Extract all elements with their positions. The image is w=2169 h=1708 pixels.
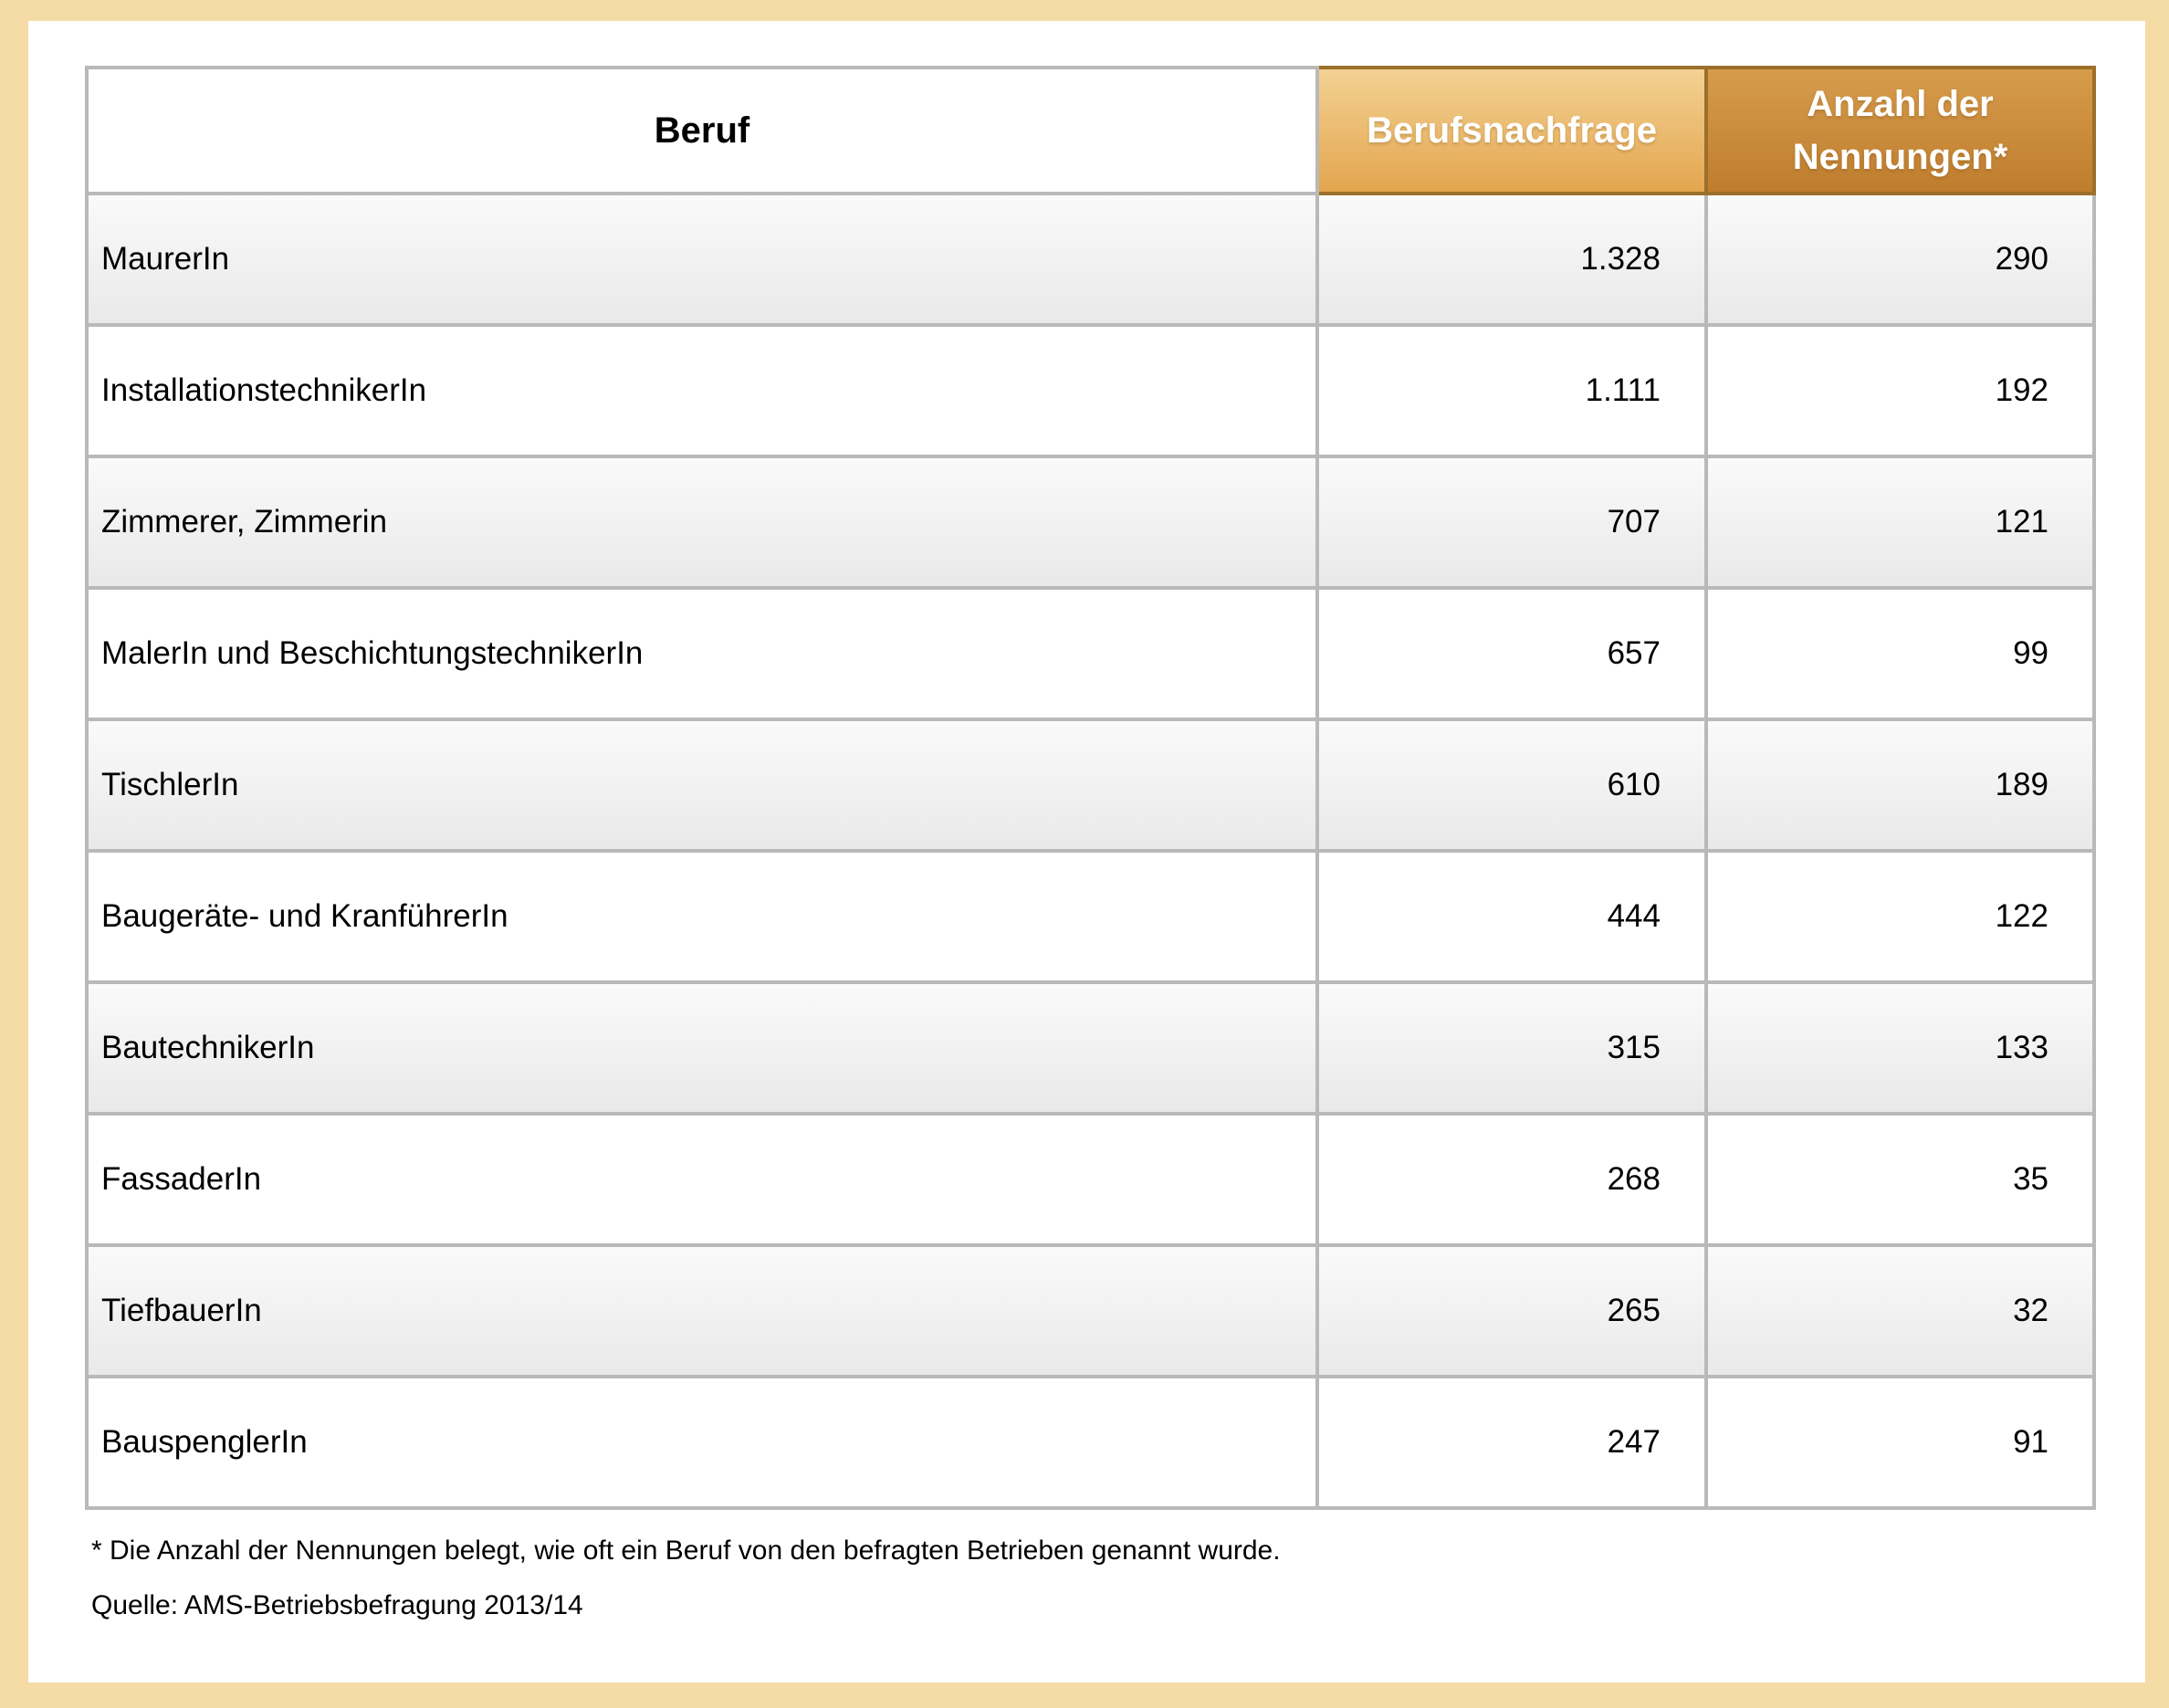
table-header: Beruf Berufsnachfrage Anzahl der Nennung…: [85, 66, 2096, 195]
footnote-text: * Die Anzahl der Nennungen belegt, wie o…: [91, 1535, 1281, 1566]
beruf-cell: MalerIn und BeschichtungstechnikerIn: [85, 586, 1319, 721]
nennungen-cell: 133: [1704, 980, 2096, 1116]
beruf-cell: InstallationstechnikerIn: [85, 323, 1319, 458]
nennungen-cell: 189: [1704, 718, 2096, 853]
berufsnachfrage-cell: 1.111: [1315, 323, 1708, 458]
berufsnachfrage-cell: 444: [1315, 849, 1708, 984]
table-row: TischlerIn 610 189: [85, 718, 2096, 853]
beruf-cell: TiefbauerIn: [85, 1243, 1319, 1378]
nennungen-cell: 91: [1704, 1375, 2096, 1510]
beruf-cell: Zimmerer, Zimmerin: [85, 455, 1319, 590]
table-row: BautechnikerIn 315 133: [85, 980, 2096, 1116]
nennungen-cell: 122: [1704, 849, 2096, 984]
berufsnachfrage-cell: 707: [1315, 455, 1708, 590]
beruf-cell: BauspenglerIn: [85, 1375, 1319, 1510]
nennungen-cell: 32: [1704, 1243, 2096, 1378]
occupation-demand-table: Beruf Berufsnachfrage Anzahl der Nennung…: [85, 66, 2096, 1510]
table-row: TiefbauerIn 265 32: [85, 1243, 2096, 1378]
beruf-cell: BautechnikerIn: [85, 980, 1319, 1116]
table-row: Baugeräte- und KranführerIn 444 122: [85, 849, 2096, 984]
table-row: Zimmerer, Zimmerin 707 121: [85, 455, 2096, 590]
table-row: MalerIn und BeschichtungstechnikerIn 657 9…: [85, 586, 2096, 721]
column-header-berufsnachfrage: Berufsnachfrage: [1315, 66, 1708, 195]
nennungen-cell: 99: [1704, 586, 2096, 721]
nennungen-cell: 290: [1704, 192, 2096, 327]
table-area: Beruf Berufsnachfrage Anzahl der Nennung…: [85, 66, 2096, 1621]
berufsnachfrage-cell: 657: [1315, 586, 1708, 721]
berufsnachfrage-cell: 610: [1315, 718, 1708, 853]
table-row: MaurerIn 1.328 290: [85, 192, 2096, 327]
table-row: BauspenglerIn 247 91: [85, 1375, 2096, 1510]
berufsnachfrage-cell: 1.328: [1315, 192, 1708, 327]
page-panel: Beruf Berufsnachfrage Anzahl der Nennung…: [28, 21, 2145, 1682]
beruf-cell: FassaderIn: [85, 1112, 1319, 1247]
column-header-anzahl-nennungen: Anzahl der Nennungen*: [1704, 66, 2096, 195]
column-header-beruf: Beruf: [85, 66, 1319, 195]
nennungen-cell: 192: [1704, 323, 2096, 458]
table-row: InstallationstechnikerIn 1.111 192: [85, 323, 2096, 458]
table-body: MaurerIn 1.328 290 InstallationstechnikerIn…: [85, 192, 2096, 1510]
nennungen-cell: 35: [1704, 1112, 2096, 1247]
berufsnachfrage-cell: 315: [1315, 980, 1708, 1116]
table-row: FassaderIn 268 35: [85, 1112, 2096, 1247]
beruf-cell: Baugeräte- und KranführerIn: [85, 849, 1319, 984]
berufsnachfrage-cell: 265: [1315, 1243, 1708, 1378]
beruf-cell: MaurerIn: [85, 192, 1319, 327]
header-row: Beruf Berufsnachfrage Anzahl der Nennung…: [85, 66, 2096, 195]
nennungen-cell: 121: [1704, 455, 2096, 590]
berufsnachfrage-cell: 247: [1315, 1375, 1708, 1510]
source-line: Quelle: AMS-Betriebsbefragung 2013/14: [91, 1590, 583, 1620]
beruf-cell: TischlerIn: [85, 718, 1319, 853]
berufsnachfrage-cell: 268: [1315, 1112, 1708, 1247]
